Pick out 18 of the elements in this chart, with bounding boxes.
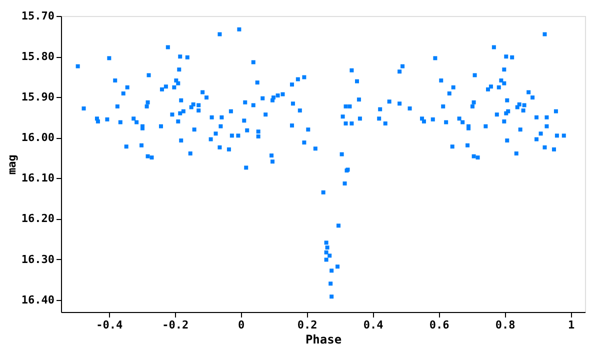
y-tick-label: 16.30 bbox=[21, 252, 54, 266]
y-tick-label: 15.70 bbox=[21, 10, 54, 22]
x-axis-title: Phase bbox=[305, 332, 342, 346]
x-tick-label: 0.2 bbox=[297, 318, 318, 332]
x-tick-label: 0 bbox=[238, 318, 245, 332]
x-tick-label: 1 bbox=[568, 318, 575, 332]
x-tick-label: -0.2 bbox=[162, 318, 189, 332]
y-tick-label: 15.80 bbox=[21, 50, 54, 64]
y-axis-title: mag bbox=[5, 154, 18, 174]
x-tick-label: 0.6 bbox=[429, 318, 450, 332]
y-tick-label: 16.40 bbox=[21, 293, 54, 306]
x-tick-label: 0.4 bbox=[363, 318, 384, 332]
y-tick-label: 15.90 bbox=[21, 90, 54, 104]
x-tick-label: -0.4 bbox=[96, 318, 123, 332]
x-tick-label: 0.8 bbox=[495, 318, 516, 332]
y-tick-label: 16.20 bbox=[21, 212, 54, 226]
y-tick-label: 16.00 bbox=[21, 131, 54, 144]
y-tick-label: 16.10 bbox=[21, 172, 54, 185]
